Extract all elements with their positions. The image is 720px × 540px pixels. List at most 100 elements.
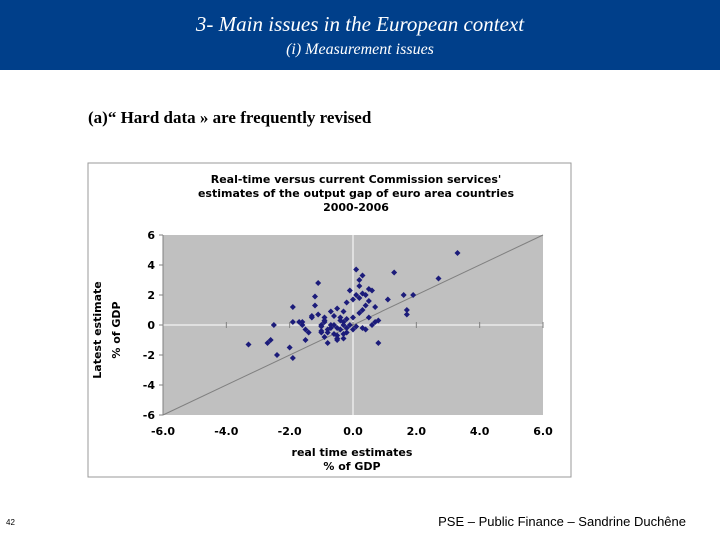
data-point	[245, 341, 252, 348]
data-point	[334, 335, 341, 342]
data-point	[331, 331, 337, 337]
data-point	[356, 283, 363, 289]
data-point	[359, 307, 366, 313]
chart-title-line-2: estimates of the output gap of euro area…	[198, 187, 514, 200]
y-tick-label: -2	[143, 349, 155, 362]
data-point	[331, 322, 337, 328]
data-point	[308, 313, 315, 319]
chart-title-line-1: Real-time versus current Commission serv…	[211, 173, 502, 186]
data-point	[337, 326, 344, 333]
data-point	[286, 344, 293, 351]
data-point	[315, 280, 322, 286]
data-point	[343, 325, 350, 331]
data-point	[340, 335, 347, 342]
y-axis-title-line-2: % of GDP	[110, 301, 123, 358]
data-point	[384, 296, 391, 303]
data-point	[289, 304, 296, 310]
data-point	[454, 250, 461, 256]
data-point	[346, 322, 353, 328]
data-point	[264, 340, 271, 346]
data-point	[267, 337, 274, 343]
data-point	[350, 326, 356, 333]
data-point	[340, 322, 347, 328]
data-point	[410, 292, 417, 298]
data-point	[365, 314, 372, 321]
data-point	[350, 314, 356, 321]
data-point	[350, 296, 356, 303]
section-heading: (a)“ Hard data » are frequently revised	[88, 108, 372, 127]
y-tick-label: 0	[147, 319, 155, 332]
data-point	[324, 340, 331, 346]
data-point	[340, 308, 347, 315]
data-point	[353, 323, 360, 330]
data-point	[356, 277, 363, 283]
y-tick-label: 2	[147, 289, 155, 302]
footer-text: PSE – Public Finance – Sandrine Duchêne	[438, 514, 686, 529]
x-tick-label: 0.0	[343, 425, 363, 438]
data-point	[403, 311, 410, 318]
chart-title-line-3: 2000-2006	[323, 201, 389, 214]
x-axis-title-line-1: real time estimates	[292, 446, 413, 459]
y-tick-label: 4	[147, 259, 155, 272]
data-point	[299, 319, 306, 325]
data-point	[375, 317, 382, 324]
data-point	[331, 313, 337, 319]
data-point	[369, 322, 375, 328]
x-tick-label: 2.0	[407, 425, 427, 438]
slide-number: 42	[6, 518, 15, 527]
data-point	[356, 310, 363, 316]
y-tick-label: 6	[147, 229, 155, 242]
data-point	[375, 340, 382, 346]
data-point	[324, 326, 331, 333]
header-bar	[0, 0, 720, 70]
data-point	[343, 316, 350, 322]
x-tick-label: -6.0	[151, 425, 175, 438]
data-point	[302, 337, 309, 343]
data-point	[391, 269, 398, 276]
x-tick-label: -4.0	[214, 425, 238, 438]
data-point	[403, 307, 410, 313]
data-point	[318, 329, 325, 336]
data-point	[340, 331, 347, 337]
y-tick-label: -6	[143, 409, 156, 422]
data-point	[315, 311, 322, 318]
data-point	[327, 308, 334, 315]
data-point	[353, 292, 360, 298]
slide-subtitle: (i) Measurement issues	[286, 41, 434, 58]
data-point	[353, 266, 360, 273]
data-point	[372, 304, 379, 310]
x-tick-label: -2.0	[278, 425, 302, 438]
data-point	[274, 352, 280, 358]
data-point	[296, 319, 303, 325]
data-point	[321, 334, 328, 340]
data-point	[337, 314, 344, 321]
y-axis-title-line-1: Latest estimate	[91, 281, 104, 378]
data-point	[362, 302, 369, 309]
data-point	[270, 322, 277, 328]
data-point	[359, 290, 366, 297]
x-tick-label: 6.0	[533, 425, 553, 438]
data-point	[359, 272, 366, 279]
data-point	[365, 298, 372, 304]
data-point	[334, 305, 341, 312]
x-tick-label: 4.0	[470, 425, 490, 438]
data-point	[305, 329, 312, 336]
data-point	[312, 302, 318, 309]
data-point	[356, 295, 363, 301]
data-point	[327, 322, 334, 328]
data-point	[343, 299, 350, 306]
data-point	[362, 326, 369, 333]
data-point	[302, 326, 309, 333]
data-point	[312, 293, 318, 300]
data-point	[369, 287, 375, 294]
data-point	[435, 275, 442, 282]
y-tick-label: -4	[143, 379, 156, 392]
slide-title: 3- Main issues in the European context	[195, 12, 525, 36]
data-point	[289, 319, 296, 325]
data-point	[318, 323, 325, 330]
data-point	[400, 292, 407, 298]
data-point	[289, 355, 296, 361]
data-point	[346, 287, 353, 294]
x-axis-title-line-2: % of GDP	[323, 460, 380, 473]
